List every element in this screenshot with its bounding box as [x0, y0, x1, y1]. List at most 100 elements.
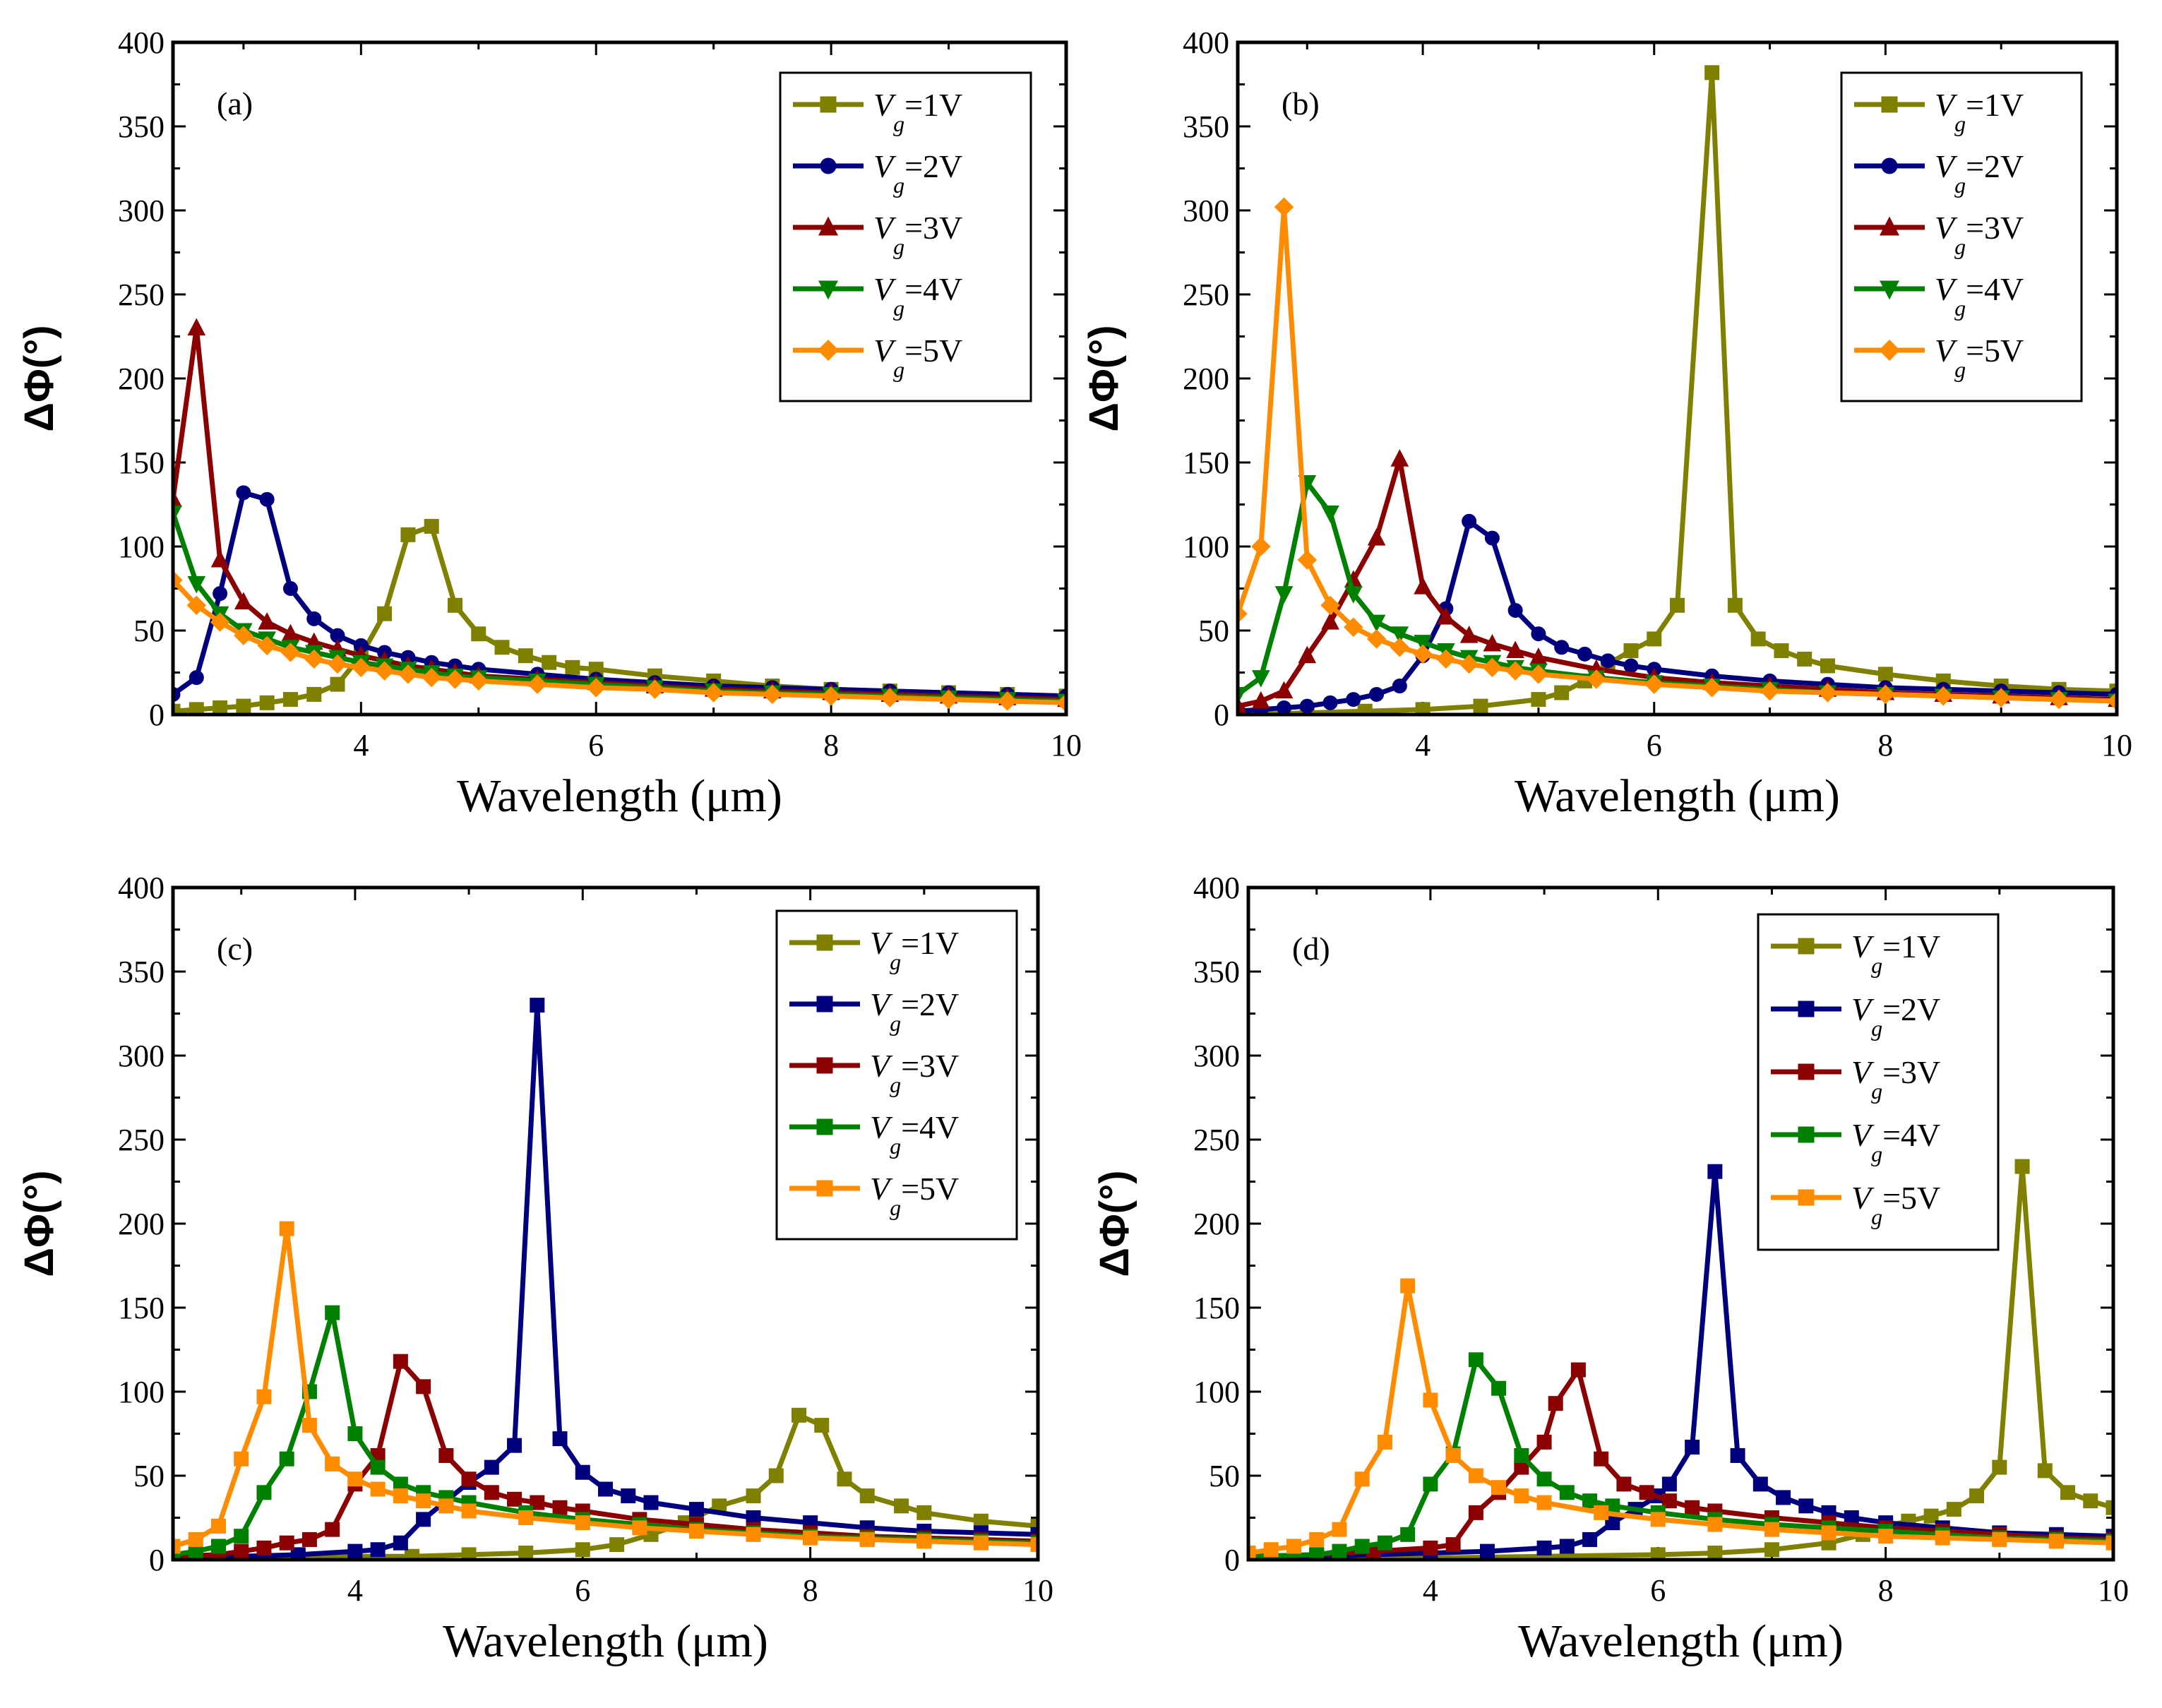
data-point: [518, 648, 533, 664]
x-tick-label: 10: [2101, 728, 2132, 763]
data-point: [792, 1407, 807, 1423]
data-point: [1764, 1522, 1779, 1537]
y-tick-label: 0: [1224, 1543, 1240, 1577]
data-point: [416, 1379, 431, 1395]
legend-marker: [1798, 1063, 1815, 1080]
y-tick-label: 200: [118, 1207, 165, 1241]
series-5v: [1238, 197, 2117, 711]
legend-marker: [816, 996, 833, 1013]
legend-item: Vg=5V: [1854, 333, 2024, 382]
data-point: [1459, 654, 1479, 674]
data-point: [461, 1503, 477, 1519]
data-point: [1414, 635, 1432, 652]
data-point: [370, 1459, 386, 1475]
data-point: [1991, 688, 2011, 707]
legend-item: Vg=4V: [1854, 271, 2024, 321]
data-point: [2037, 1463, 2053, 1479]
data-point: [1400, 1278, 1416, 1294]
legend-label: Vg=2V: [1935, 148, 2024, 198]
data-point: [916, 1505, 932, 1520]
data-point: [173, 505, 182, 523]
data-point: [1377, 1434, 1392, 1450]
legend-item: Vg=4V: [1771, 1117, 1940, 1166]
data-point: [518, 1545, 534, 1560]
data-point: [1685, 1440, 1700, 1455]
data-point: [377, 606, 393, 621]
data-point: [325, 1305, 340, 1320]
data-point: [1367, 614, 1386, 633]
data-point: [746, 1488, 761, 1504]
y-tick-label: 400: [118, 25, 165, 60]
data-point: [1321, 505, 1339, 523]
y-tick-label: 150: [118, 446, 165, 480]
data-point: [279, 1221, 294, 1236]
legend-marker: [816, 1180, 833, 1197]
data-point: [393, 1488, 408, 1504]
legend-item: Vg=1V: [1854, 87, 2024, 136]
data-point: [1878, 1529, 1894, 1544]
y-tick-label: 300: [118, 1039, 165, 1073]
data-point: [1798, 1498, 1814, 1514]
data-point: [290, 1547, 306, 1560]
data-point: [1238, 686, 1247, 705]
data-point: [1536, 1434, 1552, 1450]
y-tick-label: 50: [1209, 1459, 1240, 1493]
series-5v: [173, 570, 1066, 713]
y-tick-label: 200: [1183, 362, 1229, 396]
data-point: [1320, 595, 1340, 616]
data-point: [916, 1534, 932, 1549]
series-4v: [1248, 1352, 2113, 1560]
panel-label: (d): [1292, 931, 1330, 967]
plot-area: [1248, 1159, 2113, 1560]
data-point: [1647, 631, 1662, 647]
data-point: [256, 1485, 272, 1500]
data-point: [1479, 1543, 1495, 1559]
legend-label: Vg=5V: [1851, 1180, 1940, 1229]
data-point: [565, 659, 580, 675]
data-point: [703, 683, 724, 703]
data-point: [1468, 1468, 1483, 1483]
data-point: [1473, 698, 1488, 714]
legend-marker: [817, 339, 840, 362]
data-point: [330, 676, 345, 692]
data-point: [279, 1451, 294, 1467]
data-point: [1354, 1471, 1370, 1487]
data-point: [1377, 1535, 1392, 1551]
data-point: [256, 1389, 272, 1404]
legend-marker: [1798, 1001, 1815, 1017]
legend-box: [1840, 71, 2083, 402]
data-point: [187, 318, 206, 336]
data-point: [1297, 550, 1317, 570]
data-point: [1707, 1517, 1723, 1532]
data-point: [1623, 643, 1639, 659]
data-point: [1661, 1493, 1677, 1509]
data-point: [1877, 667, 1893, 682]
y-tick-label: 0: [149, 1543, 165, 1577]
y-tick-label: 400: [118, 871, 165, 905]
legend-marker: [816, 1057, 833, 1074]
data-point: [1548, 1396, 1563, 1411]
data-point: [1704, 65, 1720, 80]
data-point: [1587, 669, 1606, 689]
data-point: [1582, 1531, 1598, 1547]
y-tick-label: 350: [118, 109, 165, 144]
data-point: [186, 595, 206, 616]
legend-item: Vg=3V: [1854, 210, 2024, 259]
legend-item: Vg=1V: [789, 925, 959, 974]
data-point: [1600, 653, 1615, 669]
data-point: [1752, 1476, 1768, 1492]
data-point: [1263, 1542, 1279, 1558]
data-point: [447, 597, 462, 613]
data-point: [400, 527, 416, 542]
y-tick-label: 100: [1183, 530, 1229, 564]
data-point: [1468, 1352, 1483, 1368]
data-point: [763, 684, 782, 705]
data-point: [1482, 657, 1503, 678]
data-point: [1484, 530, 1500, 546]
y-axis-title: ΔΦ(°): [1092, 1170, 1137, 1277]
legend: Vg=1V Vg=2V Vg=3V Vg=4V Vg=5V: [775, 909, 1018, 1241]
data-point: [1346, 692, 1361, 707]
legend-marker: [1881, 157, 1898, 174]
y-tick-label: 100: [1193, 1375, 1240, 1409]
data-point: [880, 688, 900, 707]
